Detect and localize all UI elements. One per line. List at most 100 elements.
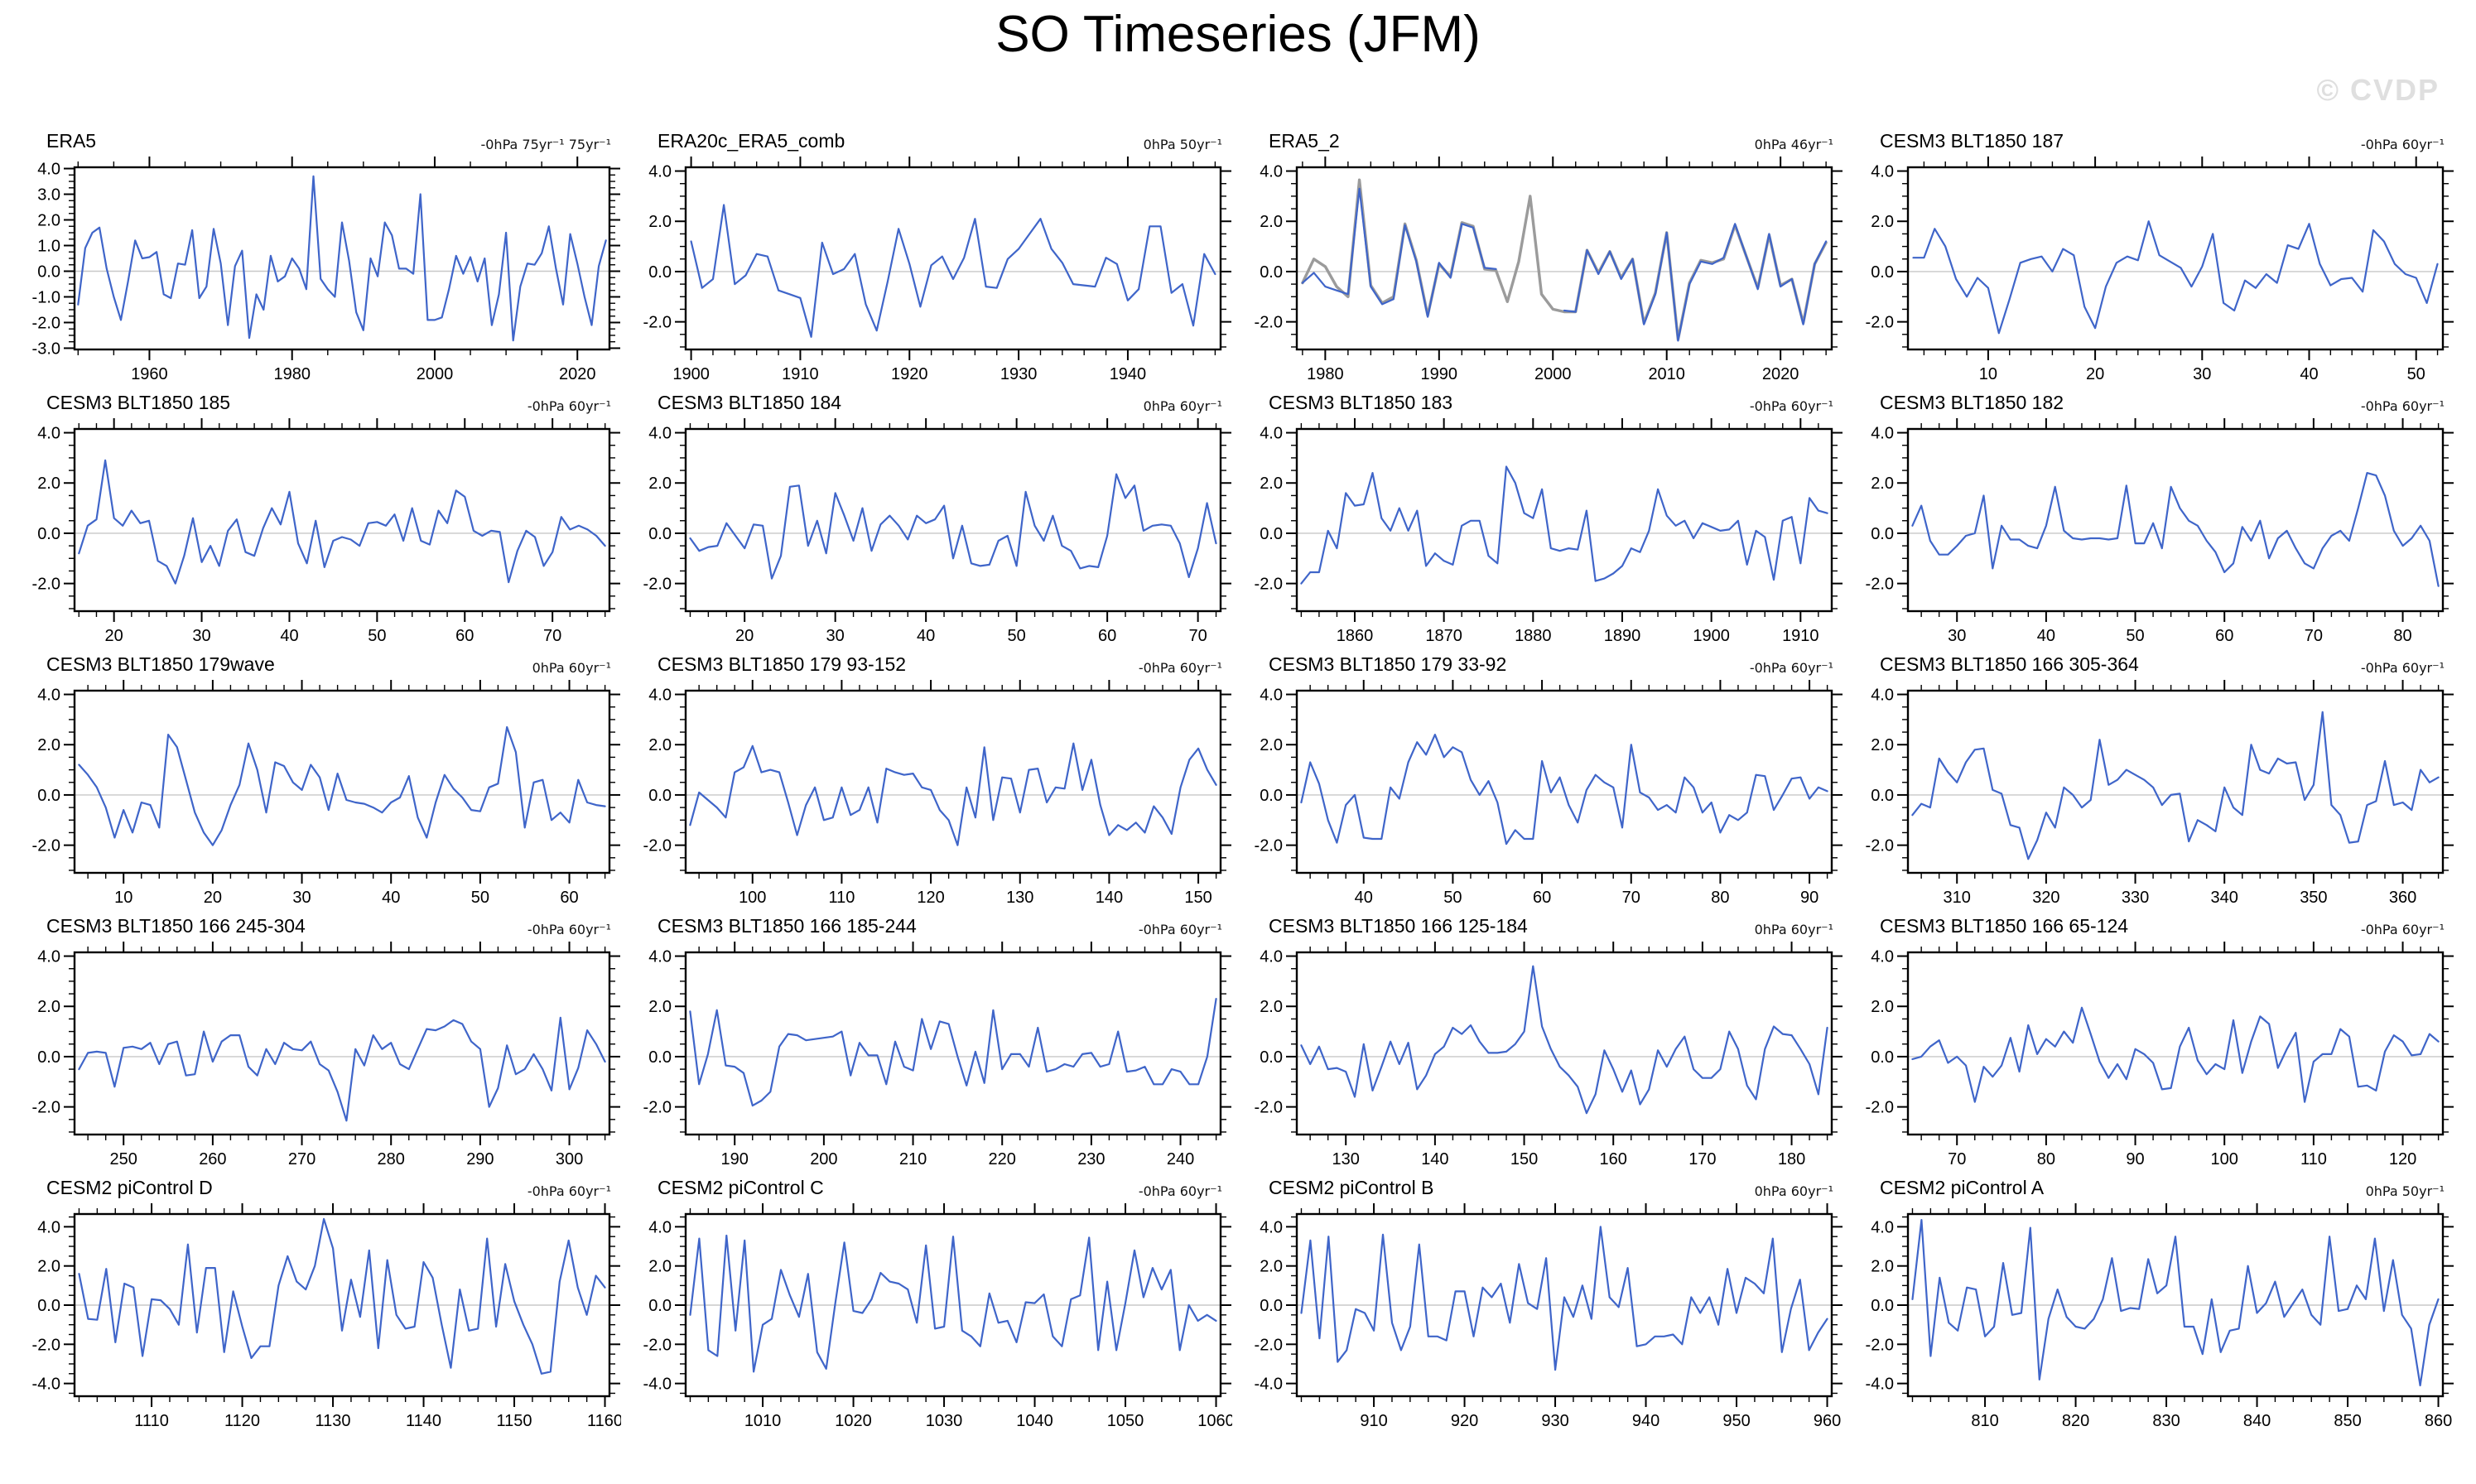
series-line-primary xyxy=(1911,1006,2440,1103)
svg-text:180: 180 xyxy=(1778,1150,1805,1168)
svg-text:4.0: 4.0 xyxy=(1260,163,1283,181)
svg-text:250: 250 xyxy=(110,1150,137,1168)
series-line-primary xyxy=(689,473,1217,580)
svg-text:50: 50 xyxy=(368,627,386,645)
svg-text:0.0: 0.0 xyxy=(1871,525,1894,543)
svg-text:1150: 1150 xyxy=(497,1412,532,1430)
svg-text:70: 70 xyxy=(543,627,561,645)
svg-text:50: 50 xyxy=(2126,627,2144,645)
timeseries-panel: CESM3 BLT1850 166 185-244 -0hPa 60yr⁻¹ 1… xyxy=(639,915,1232,1178)
svg-text:140: 140 xyxy=(1421,1150,1448,1168)
svg-text:30: 30 xyxy=(192,627,210,645)
panel-title: CESM3 BLT1850 166 185-244 xyxy=(658,915,917,937)
panel-trend-annotation: -0hPa 60yr⁻¹ xyxy=(1749,398,1833,414)
series-line-primary xyxy=(1301,187,1828,342)
series-line-primary xyxy=(689,1234,1217,1373)
svg-text:1040: 1040 xyxy=(1016,1412,1053,1430)
svg-text:4.0: 4.0 xyxy=(1260,425,1283,443)
panel-title: CESM3 BLT1850 179 33-92 xyxy=(1269,653,1507,675)
svg-text:30: 30 xyxy=(2193,365,2211,383)
svg-text:1050: 1050 xyxy=(1107,1412,1144,1430)
svg-text:140: 140 xyxy=(1096,889,1123,907)
panel-title: CESM3 BLT1850 179 93-152 xyxy=(658,653,907,675)
series-line-primary xyxy=(1911,472,2440,587)
timeseries-panel: CESM3 BLT1850 179wave 0hPa 60yr⁻¹ 10 20 30… xyxy=(28,653,621,916)
svg-text:2.0: 2.0 xyxy=(37,475,60,493)
svg-text:850: 850 xyxy=(2334,1412,2361,1430)
svg-text:4.0: 4.0 xyxy=(37,687,60,705)
svg-text:120: 120 xyxy=(917,889,944,907)
svg-text:-2.0: -2.0 xyxy=(1255,1336,1283,1354)
panel-title: ERA5 xyxy=(46,130,97,152)
svg-text:930: 930 xyxy=(1541,1412,1568,1430)
svg-text:2.0: 2.0 xyxy=(1871,736,1894,754)
svg-text:1140: 1140 xyxy=(406,1412,441,1430)
svg-text:0.0: 0.0 xyxy=(1260,263,1283,282)
series-line-primary xyxy=(689,998,1217,1107)
svg-text:110: 110 xyxy=(828,889,855,907)
svg-text:70: 70 xyxy=(1189,627,1207,645)
svg-text:4.0: 4.0 xyxy=(1871,687,1894,705)
panel-trend-annotation: 0hPa 50yr⁻¹ xyxy=(2365,1183,2445,1199)
plot-area: 1010 1020 1030 1040 1050 1060 -4.0 -2.0 0.0 2.0 4.… xyxy=(643,1203,1232,1430)
svg-text:-2.0: -2.0 xyxy=(643,1336,672,1354)
panel-trend-annotation: 0hPa 60yr⁻¹ xyxy=(1754,922,1833,937)
svg-text:-4.0: -4.0 xyxy=(1866,1376,1894,1394)
svg-text:220: 220 xyxy=(989,1150,1016,1168)
svg-text:40: 40 xyxy=(917,627,935,645)
svg-text:10: 10 xyxy=(1979,365,1997,383)
timeseries-panel: ERA20c_ERA5_comb 0hPa 50yr⁻¹ 1900 1910 192… xyxy=(639,130,1232,393)
svg-text:2.0: 2.0 xyxy=(37,212,60,230)
panel-trend-annotation: 0hPa 46yr⁻¹ xyxy=(1754,137,1833,152)
svg-text:80: 80 xyxy=(1711,889,1729,907)
svg-text:0.0: 0.0 xyxy=(1260,1297,1283,1315)
svg-text:1010: 1010 xyxy=(744,1412,782,1430)
series-line-primary xyxy=(78,1016,606,1122)
plot-area: 40 50 60 70 80 90 -2.0 0.0 2.0 4.0 xyxy=(1255,680,1843,907)
svg-text:60: 60 xyxy=(1533,889,1551,907)
svg-text:1980: 1980 xyxy=(1307,365,1344,383)
svg-text:-2.0: -2.0 xyxy=(32,576,60,594)
svg-text:2.0: 2.0 xyxy=(37,736,60,754)
svg-text:70: 70 xyxy=(2305,627,2323,645)
svg-text:280: 280 xyxy=(378,1150,405,1168)
svg-text:0.0: 0.0 xyxy=(648,1297,672,1315)
svg-text:1990: 1990 xyxy=(1421,365,1458,383)
svg-text:150: 150 xyxy=(1184,889,1212,907)
svg-text:0.0: 0.0 xyxy=(37,1048,60,1067)
panel-title: CESM3 BLT1850 183 xyxy=(1269,392,1453,413)
series-line-primary xyxy=(1300,965,1828,1115)
panel-title: CESM3 BLT1850 187 xyxy=(1880,130,2064,152)
plot-area: 810 820 830 840 850 860 -4.0 -2.0 0.0 2.0 4.0 xyxy=(1866,1203,2454,1430)
panel-trend-annotation: -0hPa 60yr⁻¹ xyxy=(527,1183,611,1199)
svg-text:90: 90 xyxy=(1800,889,1818,907)
svg-text:40: 40 xyxy=(280,627,298,645)
svg-text:-2.0: -2.0 xyxy=(1255,837,1283,855)
svg-text:1920: 1920 xyxy=(891,365,928,383)
panel-header: CESM3 BLT1850 166 65-124 -0hPa 60yr⁻¹ xyxy=(1862,915,2454,939)
panel-trend-annotation: -0hPa 60yr⁻¹ xyxy=(2360,137,2445,152)
timeseries-panel: CESM3 BLT1850 182 -0hPa 60yr⁻¹ 30 40 50 60 7… xyxy=(1862,392,2454,654)
series-line-primary xyxy=(77,175,607,342)
svg-text:2.0: 2.0 xyxy=(648,736,672,754)
svg-text:30: 30 xyxy=(1948,627,1966,645)
panel-trend-annotation: -0hPa 60yr⁻¹ xyxy=(527,922,611,937)
panel-title: CESM2 piControl B xyxy=(1269,1177,1434,1198)
svg-text:2.0: 2.0 xyxy=(1871,998,1894,1016)
series-line-primary xyxy=(78,725,606,846)
svg-text:-2.0: -2.0 xyxy=(32,1099,60,1117)
svg-text:1960: 1960 xyxy=(131,365,168,383)
svg-text:0.0: 0.0 xyxy=(37,525,60,543)
svg-text:-4.0: -4.0 xyxy=(1255,1376,1283,1394)
cvdp-watermark: © CVDP xyxy=(2316,73,2440,107)
panel-header: CESM3 BLT1850 187 -0hPa 60yr⁻¹ xyxy=(1862,130,2454,154)
timeseries-panel: CESM3 BLT1850 166 305-364 -0hPa 60yr⁻¹ 3… xyxy=(1862,653,2454,916)
svg-text:40: 40 xyxy=(2300,365,2318,383)
svg-text:100: 100 xyxy=(2211,1150,2238,1168)
svg-text:830: 830 xyxy=(2152,1412,2180,1430)
svg-text:2.0: 2.0 xyxy=(1260,1258,1283,1276)
svg-text:2.0: 2.0 xyxy=(1871,475,1894,493)
svg-text:4.0: 4.0 xyxy=(1871,948,1894,966)
timeseries-panel: CESM2 piControl D -0hPa 60yr⁻¹ 1110 1120 1… xyxy=(28,1177,621,1439)
